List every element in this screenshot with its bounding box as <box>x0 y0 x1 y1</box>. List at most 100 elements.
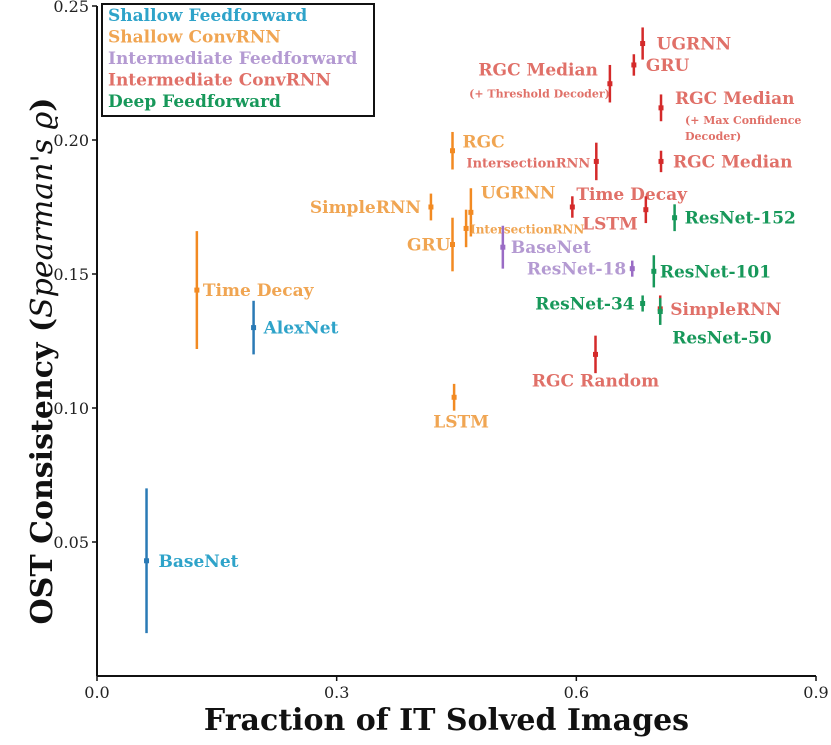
data-point-group: Time Decay <box>194 231 315 350</box>
axis-titles: Fraction of IT Solved Images OST Consiste… <box>25 98 689 738</box>
data-point-marker <box>463 225 469 231</box>
data-point-group: GRU <box>407 217 456 272</box>
data-point-group: ResNet-101 <box>651 255 771 288</box>
x-tick-label: 0.9 <box>803 683 828 702</box>
x-axis-title: Fraction of IT Solved Images <box>204 703 689 738</box>
y-tick-label: 0.10 <box>53 399 89 418</box>
data-label: Time Decay <box>203 281 315 301</box>
data-point-marker <box>194 287 200 293</box>
data-label: ResNet-18 <box>527 260 626 280</box>
data-label: RGC Median <box>675 89 794 109</box>
data-point-marker <box>672 215 678 221</box>
legend-entry: Shallow ConvRNN <box>108 28 281 48</box>
data-sublabel: Decoder) <box>685 130 741 143</box>
data-point-marker <box>593 158 599 164</box>
data-point-marker <box>144 558 150 564</box>
data-point-group: BaseNet <box>500 225 591 269</box>
y-tick-label: 0.05 <box>53 533 89 552</box>
data-point-group: IntersectionRNN <box>466 142 599 181</box>
data-sublabel: (+ Max Confidence <box>685 114 801 127</box>
data-point-marker <box>468 209 474 215</box>
data-point-group: RGC Random <box>532 335 659 391</box>
y-axis-title-italic: Spearman's ϱ <box>25 111 60 318</box>
data-point-group: RGC Median <box>658 150 792 172</box>
data-label: AlexNet <box>263 319 339 339</box>
data-point-group: UGRNN <box>640 27 732 60</box>
data-point-group: AlexNet <box>251 300 339 355</box>
data-label: UGRNN <box>481 183 556 203</box>
data-label: UGRNN <box>657 35 732 55</box>
data-point-group: RGC Median (+ Max Confidence Decoder) <box>658 89 801 143</box>
data-point-marker <box>643 207 649 213</box>
data-point-marker <box>631 62 637 68</box>
data-label: IntersectionRNN <box>470 222 584 236</box>
data-label: ResNet-50 <box>672 329 772 349</box>
data-point-marker <box>569 204 575 210</box>
data-label: RGC Median <box>478 61 597 81</box>
data-point-marker <box>451 394 457 400</box>
data-point-group: BaseNet <box>144 488 239 634</box>
data-point-group: IntersectionRNN <box>463 209 584 248</box>
data-label: ResNet-34 <box>535 294 635 314</box>
x-tick-label: 0.0 <box>84 683 109 702</box>
y-axis-title-main: OST Consistency ( <box>25 318 60 625</box>
data-point-group: ResNet-50 <box>657 298 772 349</box>
y-axis-title: OST Consistency (Spearman's ϱ) <box>25 98 60 625</box>
legend-entry: Intermediate Feedforward <box>108 49 358 69</box>
data-point-marker <box>658 105 664 111</box>
data-point-marker <box>450 242 456 248</box>
data-point-group: ResNet-34 <box>535 294 646 314</box>
data-point-marker <box>500 244 506 250</box>
data-point-marker <box>629 266 635 272</box>
data-label: RGC Random <box>532 371 659 391</box>
y-axis-title-close: ) <box>25 98 60 112</box>
ticks: 0.0 0.3 0.6 0.9 0.05 0.10 0.15 0.20 0.25 <box>53 0 828 702</box>
data-label: BaseNet <box>511 238 591 258</box>
data-label: ResNet-152 <box>685 209 796 229</box>
data-label: ResNet-101 <box>660 262 771 282</box>
legend-entry: Shallow Feedforward <box>108 6 307 26</box>
data-label: SimpleRNN <box>670 300 781 320</box>
x-tick-label: 0.3 <box>324 683 349 702</box>
data-point-group: LSTM <box>582 196 649 235</box>
data-point-marker <box>593 351 599 357</box>
y-tick-label: 0.20 <box>53 131 89 150</box>
data-point-group: SimpleRNN <box>310 193 434 221</box>
data-point-marker <box>640 300 646 306</box>
data-label: GRU <box>407 236 451 256</box>
data-point-marker <box>640 41 646 47</box>
data-point-group: ResNet-152 <box>672 204 796 232</box>
data-point-marker <box>651 268 657 274</box>
data-label: SimpleRNN <box>310 198 421 218</box>
data-point-marker <box>657 309 663 315</box>
data-point-group: Time Decay <box>569 185 688 218</box>
data-point-marker <box>450 148 456 154</box>
data-label: RGC Median <box>673 152 792 172</box>
data-point-marker <box>428 204 434 210</box>
data-label: LSTM <box>433 412 489 432</box>
data-label: RGC <box>463 133 505 153</box>
axes <box>96 6 816 677</box>
data-label: GRU <box>646 56 690 76</box>
data-label: BaseNet <box>159 552 239 572</box>
data-label: LSTM <box>582 215 638 235</box>
x-tick-label: 0.6 <box>564 683 589 702</box>
legend-box <box>101 3 375 117</box>
data-point-group: RGC <box>450 131 505 170</box>
data-point-marker <box>658 158 664 164</box>
y-tick-label: 0.15 <box>53 265 89 284</box>
legend-entry: Intermediate ConvRNN <box>108 71 331 91</box>
data-label: Time Decay <box>576 185 688 205</box>
data-point-marker <box>607 81 613 87</box>
data-point-group: GRU <box>631 54 689 76</box>
data-point-group: RGC Median (+ Threshold Decoder) <box>469 61 613 103</box>
legend-entry: Deep Feedforward <box>108 92 281 112</box>
data-sublabel: (+ Threshold Decoder) <box>469 88 610 101</box>
data-point-group: SimpleRNN <box>657 295 781 323</box>
data-point-group: LSTM <box>433 383 489 432</box>
data-point-group: UGRNN <box>468 183 556 237</box>
data-point-marker <box>251 325 257 331</box>
